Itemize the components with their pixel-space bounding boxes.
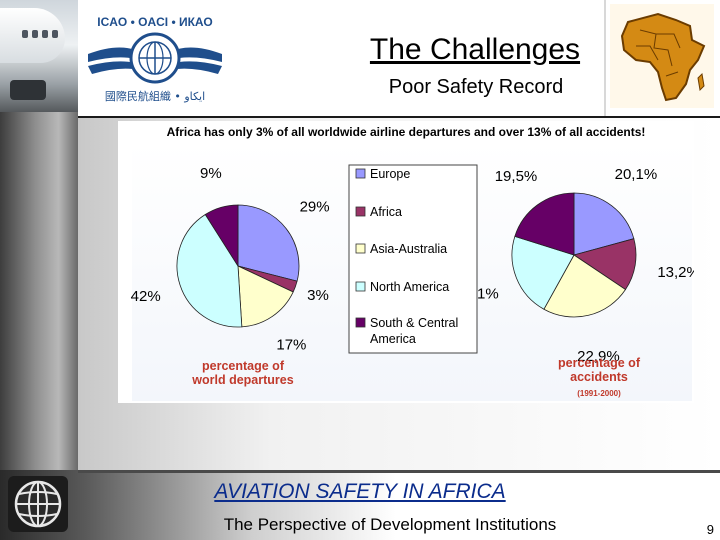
accidents-period: (1991-2000): [577, 389, 621, 398]
pie-accidents: 20,1%13,2%22,9%21,1%19,5%: [456, 166, 694, 365]
legend-label: America: [370, 332, 416, 346]
pie-slice-europe: [573, 192, 635, 256]
pie-charts: 29%3%17%42%9% 20,1%13,2%22,9%21,1%19,5% …: [131, 143, 694, 401]
pie-value-label: 19,5%: [495, 168, 538, 185]
legend-label: North America: [370, 280, 449, 294]
chart-panel: 29%3%17%42%9% 20,1%13,2%22,9%21,1%19,5% …: [118, 121, 694, 403]
accidents-caption: percentage of: [558, 356, 641, 370]
world-bank-globe-icon: [8, 476, 68, 532]
pie-value-label: 9%: [200, 165, 222, 182]
page-subtitle: Poor Safety Record: [388, 76, 564, 98]
pie-slice-africa: [573, 238, 637, 291]
footer-divider: [78, 470, 720, 473]
footer-title: AVIATION SAFETY IN AFRICA: [214, 480, 506, 503]
pie-slice-europe: [237, 204, 300, 282]
legend-label: Asia-Australia: [370, 242, 447, 256]
icao-logo-text: ICAO • OACI • ИКАО: [97, 15, 213, 29]
page-title: The Challenges: [369, 33, 581, 66]
pie-value-label: 29%: [300, 199, 330, 216]
pie-slice-south-central-america: [204, 204, 239, 268]
footer-subtitle: The Perspective of Development Instituti…: [223, 515, 557, 534]
legend-label: Africa: [370, 205, 402, 219]
legend-swatch: [355, 206, 366, 217]
legend-swatch: [355, 281, 366, 292]
pie-value-label: 13,2%: [657, 264, 694, 281]
pie-slice-asia-australia: [543, 254, 627, 318]
pie-slice-north-america: [511, 235, 575, 310]
pie-value-label: 20,1%: [615, 166, 658, 183]
legend-swatch: [355, 243, 366, 254]
svg-text:國際民航組織 • ايكاو: 國際民航組織 • ايكاو: [105, 89, 205, 103]
pie-departures: 29% 3% 17% 42% 9%: [131, 165, 330, 354]
pie-value-label: 22,9%: [577, 348, 620, 365]
africa-map-logo: [604, 0, 720, 116]
legend-label: South & Central: [370, 316, 458, 330]
footer-band: [0, 470, 720, 540]
legend-box: [348, 164, 478, 354]
chart-caption: Africa has only 3% of all worldwide airl…: [166, 125, 646, 139]
departures-caption: percentage of: [202, 359, 285, 373]
chart-legend: Europe Africa Asia-Australia North America S…: [348, 164, 478, 354]
pie-slice-south-central-america: [514, 192, 575, 256]
airplane-photo: [0, 0, 78, 112]
accidents-caption: accidents: [570, 370, 628, 384]
pie-slice-north-america: [176, 213, 243, 328]
pie-value-label: 3%: [307, 287, 329, 304]
legend-label: Europe: [370, 167, 410, 181]
departures-caption: world departures: [191, 373, 293, 387]
slide-header: ICAO • OACI • ИКАО 國際民航組織 • ايكاو The Ch…: [78, 0, 720, 118]
pie-value-label: 17%: [276, 337, 306, 354]
pie-value-label: 42%: [131, 288, 161, 305]
pie-slice-asia-australia: [237, 265, 294, 328]
legend-swatch: [355, 168, 366, 179]
page-number: 9: [706, 522, 714, 537]
legend-swatch: [355, 317, 366, 328]
icao-logo: ICAO • OACI • ИКАО 國際民航組織 • ايكاو: [88, 15, 222, 103]
africa-map-icon: [610, 4, 714, 108]
